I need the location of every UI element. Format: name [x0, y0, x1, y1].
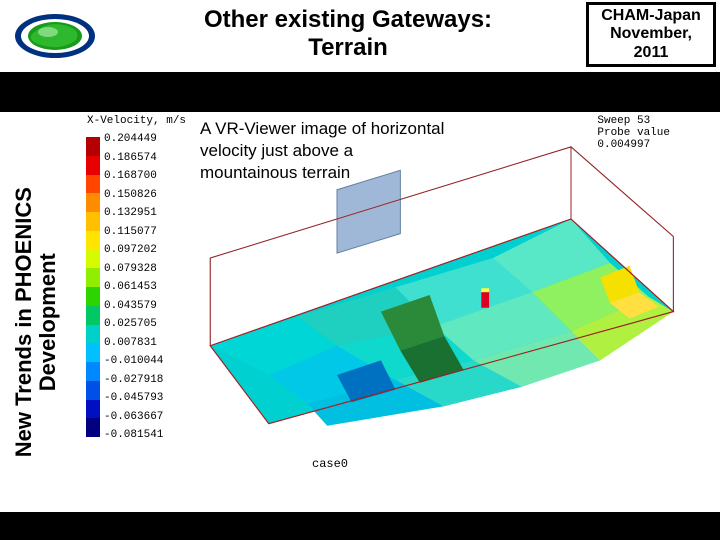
- title-line1: Other existing Gateways:: [110, 6, 586, 34]
- colorbar-segment: [86, 193, 100, 212]
- sidebar-line1: New Trends in PHOENICS: [11, 187, 36, 457]
- logo-wrap: [0, 0, 110, 72]
- colorbar-segment: [86, 325, 100, 344]
- conference-box: CHAM-Japan November, 2011: [586, 2, 716, 67]
- colorbar-segment: [86, 362, 100, 381]
- title: Other existing Gateways: Terrain: [110, 0, 586, 62]
- sidebar-vertical-label: New Trends in PHOENICS Development: [6, 112, 66, 532]
- conf-line3: 2011: [634, 44, 669, 62]
- colorbar-segment: [86, 287, 100, 306]
- axis-label: X-Velocity, m/s: [87, 115, 186, 127]
- colorbar-segment: [86, 156, 100, 175]
- sidebar-line2: Development: [35, 253, 60, 391]
- colorbar-segment: [86, 212, 100, 231]
- bottom-band: [0, 512, 720, 540]
- header: Other existing Gateways: Terrain CHAM-Ja…: [0, 0, 720, 72]
- conf-line1: CHAM-Japan: [601, 7, 701, 25]
- colorbar-segment: [86, 175, 100, 194]
- colorbar-segment: [86, 418, 100, 437]
- black-band: [0, 72, 720, 112]
- colorbar-segment: [86, 231, 100, 250]
- colorbar-segment: [86, 343, 100, 362]
- colorbar-segment: [86, 306, 100, 325]
- sweep-label: Sweep 53: [597, 115, 670, 127]
- colorbar-segment: [86, 268, 100, 287]
- vr-viewer: X-Velocity, m/s Sweep 53 Probe value 0.0…: [82, 115, 692, 485]
- viewer-caption: A VR-Viewer image of horizontal velocity…: [200, 118, 460, 184]
- colorbar-segment: [86, 137, 100, 156]
- colorbar-segment: [86, 400, 100, 419]
- colorbar-segment: [86, 250, 100, 269]
- colorbar-strip: [86, 137, 100, 437]
- caption-l3: mountainous terrain: [200, 162, 460, 184]
- case-label: case0: [312, 457, 348, 471]
- terrain-plot: [140, 141, 690, 453]
- probe-label: Probe value: [597, 127, 670, 139]
- cham-logo-icon: [10, 8, 100, 64]
- conf-line2: November,: [610, 25, 692, 43]
- caption-l2: velocity just above a: [200, 140, 460, 162]
- title-line2: Terrain: [110, 34, 586, 62]
- caption-l1: A VR-Viewer image of horizontal: [200, 118, 460, 140]
- colorbar-segment: [86, 381, 100, 400]
